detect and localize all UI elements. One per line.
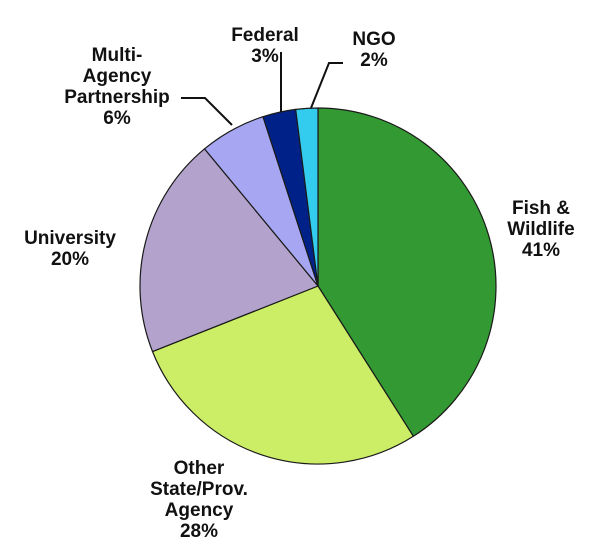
slice-name-label: University <box>24 228 116 249</box>
slice-name-label: Wildlife <box>507 219 574 240</box>
slice-name-label: State/Prov. <box>150 479 248 500</box>
slice-label-university: University 20% <box>24 228 116 270</box>
slice-name-label: Agency <box>83 66 152 87</box>
pie-slice-ngo <box>295 107 319 287</box>
leader-lines <box>181 52 343 126</box>
pie-labels: Fish & Wildlife 41%Other State/Prov. Agency 2… <box>24 25 575 542</box>
pie-slice-other-state-prov-agency <box>151 285 414 465</box>
slice-name-label: Federal <box>231 25 299 46</box>
slice-label-ngo: NGO 2% <box>352 29 395 71</box>
slice-name-label: NGO <box>352 29 395 50</box>
slice-value-label: 6% <box>103 108 131 129</box>
slice-name-label: Fish & <box>512 198 570 219</box>
slice-name-label: Other <box>174 458 225 479</box>
slice-value-label: 3% <box>251 46 279 67</box>
leader-line-multi-agency-partnership <box>181 97 233 126</box>
slice-name-label: Agency <box>165 500 234 521</box>
slice-label-federal: Federal 3% <box>231 25 299 67</box>
slice-value-label: 20% <box>51 249 89 270</box>
slice-name-label: Multi- <box>92 45 143 66</box>
slice-value-label: 2% <box>360 50 388 71</box>
slice-value-label: 28% <box>180 521 218 542</box>
slice-name-label: Partnership <box>64 87 170 108</box>
pie-slice-university <box>139 148 319 353</box>
leader-line-ngo <box>310 62 343 109</box>
slice-label-other-state-prov-agency: Other State/Prov. Agency 28% <box>150 458 248 542</box>
slice-label-multi-agency-partnership: Multi-Agency Partnership 6% <box>64 45 170 129</box>
slice-value-label: 41% <box>522 240 560 261</box>
pie-slices <box>139 107 497 465</box>
slice-label-fish-wildlife: Fish & Wildlife 41% <box>507 198 574 261</box>
pie-slice-fish-wildlife <box>317 107 497 437</box>
